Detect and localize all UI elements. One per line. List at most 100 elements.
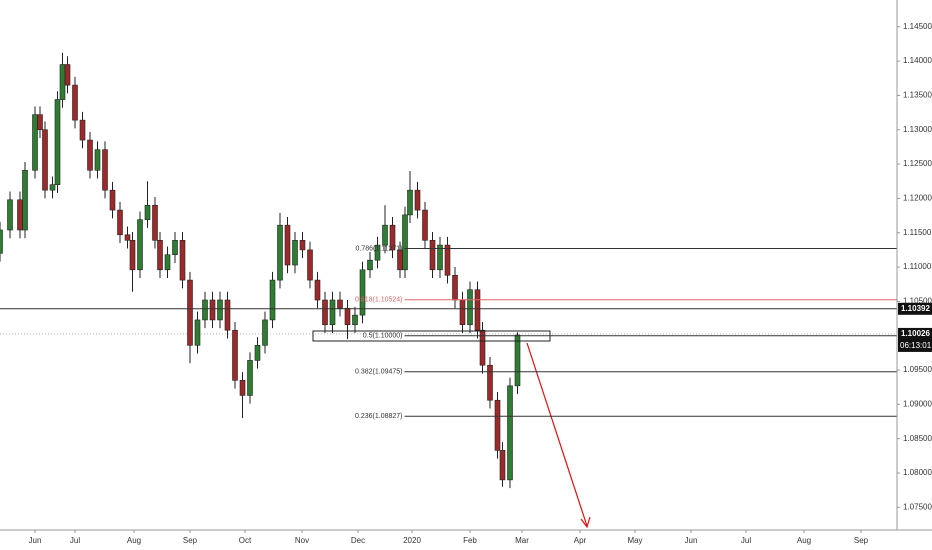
candle-body — [179, 239, 186, 281]
candle-body — [397, 249, 403, 271]
candle-body — [124, 234, 131, 241]
fib-label: 0.786(1.11271) — [356, 245, 403, 252]
candle-layer — [0, 52, 521, 489]
candle-body — [367, 259, 373, 271]
candle-body — [102, 149, 108, 191]
last-price-label: 1.10026 — [901, 329, 930, 338]
fib-label: 0.618(1.10524) — [355, 297, 402, 304]
candle-body — [292, 239, 298, 266]
candle-body — [172, 239, 178, 256]
x-tick-label: Nov — [295, 536, 309, 545]
candle-body — [414, 189, 421, 211]
y-tick-label: 1.07500 — [903, 502, 932, 511]
candle-body — [129, 239, 136, 271]
y-tick-label: 1.09500 — [903, 365, 932, 374]
candle-body — [474, 289, 481, 331]
forecast-arrow — [526, 342, 588, 527]
candle-body — [459, 299, 466, 326]
candle-body — [72, 84, 78, 121]
candle-body — [17, 199, 23, 231]
y-tick-label: 1.08500 — [903, 434, 932, 443]
y-tick-label: 1.14000 — [903, 56, 932, 65]
axis-layer: 1.14500 1.14000 1.13500 1.13000 1.12500 1.120… — [29, 22, 932, 545]
x-tick-label: Jul — [70, 536, 80, 545]
candle-body — [499, 450, 506, 481]
y-tick-label: 1.11000 — [903, 262, 932, 271]
candle-body — [374, 244, 381, 261]
candle-body — [217, 299, 223, 321]
candle-body — [314, 279, 321, 301]
candle-body — [514, 334, 521, 387]
candle-body — [402, 214, 408, 271]
candle-body — [352, 314, 358, 326]
candle-body — [94, 149, 101, 171]
candle-body — [42, 129, 48, 191]
candle-body — [389, 224, 396, 251]
y-tick-label: 1.11500 — [903, 228, 932, 237]
annotation-layer: 0.786(1.11271) 0.618(1.10524) 0.5(1.10000)… — [0, 245, 897, 529]
candle-body — [284, 224, 291, 266]
candle-body — [479, 329, 486, 366]
x-tick-label: Jun — [685, 536, 698, 545]
candle-body — [344, 307, 351, 326]
candle-body — [209, 299, 216, 321]
candle-body — [337, 299, 343, 309]
candle-body — [247, 360, 253, 396]
y-tick-label: 1.13500 — [903, 91, 932, 100]
x-tick-label: Sep — [854, 536, 869, 545]
candle-body — [444, 244, 451, 276]
candle-body — [299, 239, 306, 251]
candle-body — [507, 385, 513, 481]
candle-body — [487, 364, 493, 401]
fib-label: 0.5(1.10000) — [363, 333, 403, 340]
candle-body — [164, 254, 171, 271]
candle-body — [54, 99, 61, 185]
y-tick-label: 1.09000 — [903, 399, 932, 408]
x-tick-label: Jun — [29, 536, 42, 545]
candle-body — [137, 219, 143, 271]
candle-body — [429, 239, 436, 271]
candle-body — [109, 189, 116, 211]
y-tick-label: 1.12000 — [903, 194, 932, 203]
fib-label: 0.382(1.09475) — [355, 369, 402, 376]
x-tick-label: Sep — [183, 536, 198, 545]
candle-body — [269, 279, 276, 321]
last-price-tag — [898, 327, 932, 352]
candle-body — [254, 345, 261, 361]
x-tick-label: Aug — [127, 536, 141, 545]
candle-body — [194, 319, 201, 346]
y-tick-label: 1.10500 — [903, 296, 932, 305]
y-tick-label: 1.14500 — [903, 22, 932, 31]
candle-body — [422, 209, 428, 241]
x-tick-label: Apr — [574, 536, 587, 545]
countdown-label: 06:13:01 — [900, 341, 932, 350]
x-tick-label: Jul — [741, 536, 751, 545]
x-tick-label: May — [627, 536, 642, 545]
candle-body — [144, 204, 151, 220]
candle-body — [157, 239, 163, 271]
candle-body — [79, 119, 86, 141]
forecast-arrowhead — [580, 516, 591, 529]
candle-body — [32, 114, 38, 171]
candle-body — [64, 64, 71, 86]
x-tick-label: Oct — [239, 536, 252, 545]
x-tick-label: Feb — [463, 536, 477, 545]
y-tick-label: 1.08000 — [903, 468, 932, 477]
candle-body — [0, 229, 3, 254]
x-tick-label: Dec — [351, 536, 365, 545]
candle-body — [467, 289, 473, 326]
candle-body — [117, 209, 123, 236]
candle-body — [87, 139, 93, 171]
candle-body — [152, 204, 158, 241]
candle-body — [59, 64, 66, 100]
price-tag-label: 1.10392 — [901, 304, 930, 313]
candle-body — [407, 189, 413, 216]
candle-body — [224, 299, 231, 331]
candle-body — [187, 279, 193, 346]
candle-body — [382, 224, 388, 246]
fib-label: 0.236(1.08827) — [355, 413, 402, 420]
candle-body — [49, 184, 56, 191]
candle-body — [307, 249, 313, 281]
